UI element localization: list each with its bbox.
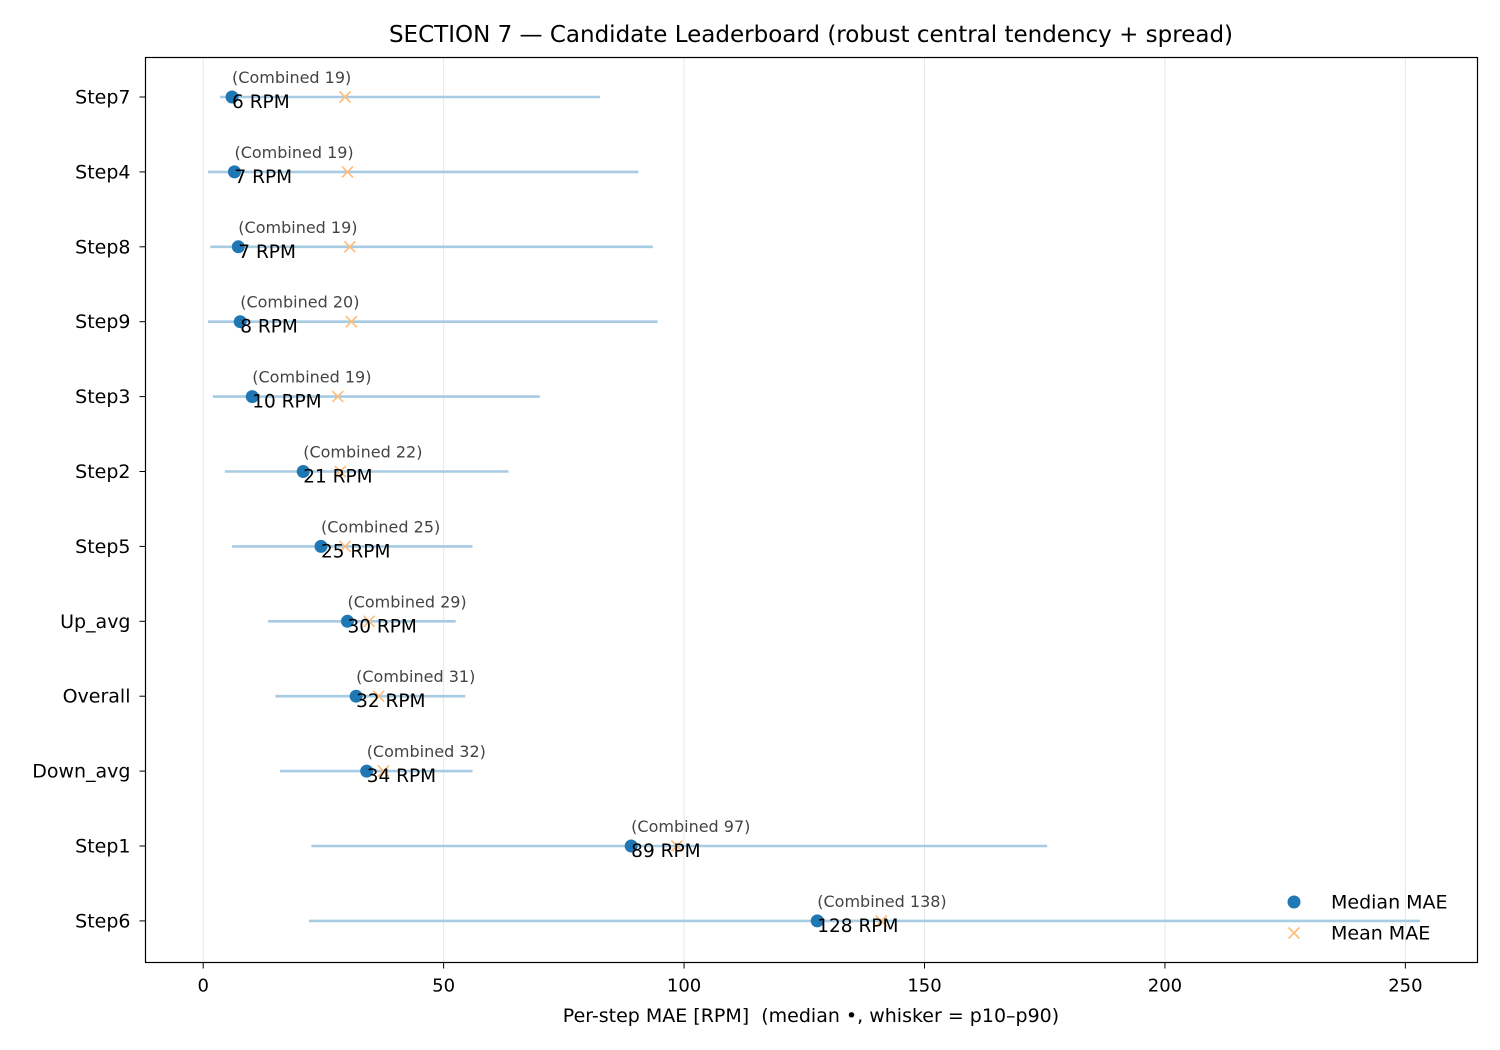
mean-marker-Step6: [875, 914, 888, 927]
median-marker-Step2: [296, 465, 310, 478]
median-marker-Step9: [233, 315, 247, 329]
mean-marker-Overall: [372, 690, 385, 703]
legend-marker-median: [1287, 895, 1301, 909]
y-tick-label: Down_avg: [32, 761, 130, 783]
value-label-Step1: 89 RPM: [631, 841, 700, 862]
combined-label-Step9: (Combined 20): [240, 293, 359, 312]
mean-marker-Step9: [345, 315, 358, 328]
median-marker-Up_avg: [340, 614, 354, 628]
y-tick-label: Up_avg: [60, 611, 130, 633]
combined-label-Step1: (Combined 97): [631, 817, 750, 836]
median-marker-Step1: [624, 839, 638, 853]
median-marker-Step7: [225, 90, 239, 104]
mean-marker-Step8: [343, 240, 356, 253]
median-marker-Step6: [810, 914, 824, 928]
combined-label-Down_avg: (Combined 32): [367, 742, 486, 761]
y-tick-label: Step7: [75, 87, 130, 109]
combined-label-Step4: (Combined 19): [234, 143, 353, 162]
x-tick-label: 100: [667, 976, 701, 997]
y-axis: Step7 Step4 Step8 Step9 Step3 Step2 Step5 Up_av…: [32, 87, 146, 932]
y-tick-label: Step1: [75, 836, 130, 858]
combined-label-Step7: (Combined 19): [232, 68, 351, 87]
x-tick-label: 250: [1388, 976, 1422, 997]
x-tick-label: 0: [197, 976, 208, 997]
value-label-Step8: 7 RPM: [238, 242, 296, 263]
plot-frame: [144, 56, 1479, 964]
median-marker-Step5: [314, 539, 328, 553]
median-marker-Step4: [227, 165, 241, 179]
x-tick-label: 150: [907, 976, 941, 997]
value-label-Down_avg: 34 RPM: [367, 766, 436, 787]
value-label-Step3: 10 RPM: [252, 392, 321, 413]
median-marker-Step3: [245, 390, 259, 404]
y-tick-label: Step4: [75, 161, 130, 183]
legend-label: Mean MAE: [1331, 923, 1430, 945]
y-tick-label: Step3: [75, 386, 130, 408]
legend: Median MAE Mean MAE: [1287, 892, 1448, 945]
median-marker-Step8: [231, 240, 245, 254]
mean-marker-Step3: [331, 390, 344, 403]
x-axis-label: Per-step MAE [RPM] (median •, whisker = …: [563, 1005, 1059, 1027]
value-label-Step6: 128 RPM: [817, 916, 898, 937]
y-tick-label: Step9: [75, 311, 130, 333]
chart-title: SECTION 7 — Candidate Leaderboard (robus…: [389, 22, 1233, 48]
mean-marker-Step4: [341, 165, 354, 178]
value-label-Step5: 25 RPM: [321, 541, 390, 562]
x-tick-label: 200: [1148, 976, 1182, 997]
mean-marker-Step2: [334, 465, 347, 478]
legend-label: Median MAE: [1331, 892, 1448, 914]
combined-label-Step6: (Combined 138): [817, 892, 946, 911]
y-tick-label: Step8: [75, 236, 130, 258]
combined-label-Step5: (Combined 25): [321, 517, 440, 536]
markers: [225, 90, 888, 928]
data-labels: (Combined 19) 6 RPM (Combined 19) 7 RPM (Com…: [232, 68, 947, 937]
value-label-Step9: 8 RPM: [240, 317, 298, 338]
whiskers: [208, 95, 1420, 923]
median-marker-Down_avg: [360, 764, 374, 778]
mean-marker-Step7: [338, 90, 352, 104]
legend-marker-mean: [1287, 926, 1301, 940]
combined-label-Up_avg: (Combined 29): [347, 592, 466, 611]
value-label-Step4: 7 RPM: [234, 167, 292, 188]
combined-label-Overall: (Combined 31): [356, 667, 475, 686]
y-tick-label: Step6: [75, 910, 130, 932]
y-tick-label: Step2: [75, 461, 130, 483]
y-tick-label: Overall: [63, 686, 131, 708]
y-tick-label: Step5: [75, 536, 130, 558]
combined-label-Step3: (Combined 19): [252, 368, 371, 387]
combined-label-Step2: (Combined 22): [303, 443, 422, 462]
combined-label-Step8: (Combined 19): [238, 218, 357, 237]
value-label-Overall: 32 RPM: [356, 691, 425, 712]
value-label-Step7: 6 RPM: [232, 92, 290, 113]
x-tick-label: 50: [432, 976, 455, 997]
grid-lines: [202, 57, 1406, 963]
mean-marker-Step5: [338, 540, 352, 553]
median-marker-Overall: [349, 689, 363, 703]
mean-marker-Down_avg: [377, 765, 390, 778]
mean-marker-Up_avg: [363, 615, 376, 628]
value-label-Up_avg: 30 RPM: [347, 616, 416, 637]
x-axis: 0 50 100 150 200 250: [197, 962, 1423, 997]
value-label-Step2: 21 RPM: [303, 467, 372, 488]
mean-marker-Step1: [670, 839, 683, 853]
